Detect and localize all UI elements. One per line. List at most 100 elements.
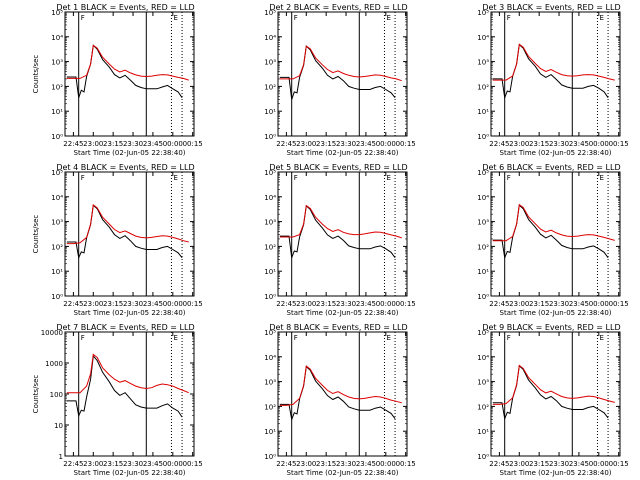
x-axis-label: Start Time (02-Jun-05 22:38:40) — [500, 149, 612, 157]
y-axis-label: Counts/sec — [32, 55, 40, 94]
y-tick-label: 10³ — [51, 219, 63, 227]
plot-frame — [64, 11, 195, 137]
chart-panel-5: Det 5 BLACK = Events, RED = LLD 10⁰ 10¹ 10²… — [264, 163, 415, 317]
x-tick-label: 23:15 — [529, 140, 549, 148]
y-tick-label: 10⁰ — [264, 453, 276, 461]
flag-label: E — [173, 174, 177, 182]
chart-title: Det 7 BLACK = Events, RED = LLD — [56, 323, 194, 332]
events-series-line — [492, 43, 609, 100]
x-tick-label: 00:00 — [163, 460, 183, 468]
y-tick-label: 10¹ — [51, 108, 63, 116]
x-tick-label: 00:15 — [396, 140, 416, 148]
x-axis-label: Start Time (02-Jun-05 22:38:40) — [287, 149, 399, 157]
events-series-line — [492, 364, 609, 421]
x-tick-label: 23:45 — [356, 140, 376, 148]
x-tick-label: 23:30 — [336, 300, 356, 308]
chart-panel-6: Det 6 BLACK = Events, RED = LLD 10⁰ 10¹ 10²… — [477, 163, 628, 317]
lld-series-line — [66, 353, 189, 394]
y-tick-label: 10⁵ — [264, 169, 276, 177]
x-tick-label: 22:45 — [276, 140, 296, 148]
x-tick-label: 22:45 — [489, 460, 509, 468]
flag-label: F — [294, 14, 298, 22]
plot-frame — [64, 171, 195, 297]
flag-label: F — [294, 174, 298, 182]
plot-frame — [490, 331, 621, 457]
x-axis-label: Start Time (02-Jun-05 22:38:40) — [74, 469, 186, 477]
x-tick-label: 00:15 — [609, 460, 629, 468]
x-tick-label: 23:45 — [356, 460, 376, 468]
y-tick-label: 10⁰ — [51, 293, 63, 301]
y-tick-label: 10⁴ — [477, 194, 489, 202]
plot-frame — [490, 11, 621, 137]
x-tick-label: 23:30 — [123, 300, 143, 308]
x-axis-label: Start Time (02-Jun-05 22:38:40) — [287, 309, 399, 317]
x-tick-label: 23:30 — [549, 140, 569, 148]
x-axis-label: Start Time (02-Jun-05 22:38:40) — [74, 149, 186, 157]
lld-series-line — [492, 364, 615, 405]
x-tick-label: 00:00 — [163, 140, 183, 148]
y-tick-label: 10² — [51, 243, 63, 251]
flag-label: F — [507, 14, 511, 22]
x-tick-label: 23:30 — [549, 460, 569, 468]
flag-label: E — [386, 334, 390, 342]
y-tick-label: 10¹ — [477, 428, 489, 436]
flag-label: E — [173, 334, 177, 342]
y-tick-label: 10² — [477, 243, 489, 251]
x-tick-label: 00:15 — [396, 300, 416, 308]
x-tick-label: 23:30 — [336, 460, 356, 468]
x-tick-label: 23:00 — [83, 460, 103, 468]
x-tick-label: 22:45 — [63, 460, 83, 468]
x-tick-label: 23:30 — [123, 460, 143, 468]
y-tick-label: 10⁰ — [477, 453, 489, 461]
flag-label: F — [294, 334, 298, 342]
x-tick-label: 00:15 — [396, 460, 416, 468]
flag-label: E — [386, 174, 390, 182]
plot-frame — [64, 331, 195, 457]
flag-label: E — [173, 14, 177, 22]
y-tick-label: 10³ — [477, 379, 489, 387]
chart-title: Det 8 BLACK = Events, RED = LLD — [269, 323, 407, 332]
x-tick-label: 23:30 — [336, 140, 356, 148]
x-tick-label: 22:45 — [489, 300, 509, 308]
events-series-line — [279, 45, 396, 100]
x-axis-label: Start Time (02-Jun-05 22:38:40) — [74, 309, 186, 317]
x-tick-label: 00:00 — [376, 460, 396, 468]
y-tick-label: 10⁴ — [477, 354, 489, 362]
x-tick-label: 00:15 — [183, 140, 203, 148]
x-axis-label: Start Time (02-Jun-05 22:38:40) — [287, 469, 399, 477]
x-tick-label: 23:45 — [569, 460, 589, 468]
y-tick-label: 10⁰ — [477, 133, 489, 141]
y-tick-label: 10³ — [477, 59, 489, 67]
chart-title: Det 3 BLACK = Events, RED = LLD — [482, 3, 620, 12]
chart-panel-2: Det 2 BLACK = Events, RED = LLD 10⁰ 10¹ 10²… — [264, 3, 415, 157]
x-tick-label: 23:00 — [296, 140, 316, 148]
events-series-line — [279, 365, 396, 422]
x-tick-label: 22:45 — [276, 460, 296, 468]
y-tick-label: 10⁰ — [264, 293, 276, 301]
x-tick-label: 23:45 — [356, 300, 376, 308]
x-tick-label: 22:45 — [63, 300, 83, 308]
x-tick-label: 23:45 — [569, 300, 589, 308]
plot-frame — [277, 11, 408, 137]
chart-title: Det 4 BLACK = Events, RED = LLD — [56, 163, 194, 172]
events-series-line — [66, 204, 183, 260]
x-tick-label: 23:45 — [143, 140, 163, 148]
flag-label: F — [81, 334, 85, 342]
x-tick-label: 00:15 — [609, 300, 629, 308]
y-axis-label: Counts/sec — [32, 215, 40, 254]
y-tick-label: 10² — [264, 243, 276, 251]
x-tick-label: 23:00 — [83, 300, 103, 308]
y-tick-label: 10⁴ — [51, 194, 63, 202]
flag-label: F — [81, 14, 85, 22]
y-tick-label: 10⁰ — [264, 133, 276, 141]
lld-series-line — [492, 203, 615, 242]
y-tick-label: 10⁰ — [51, 133, 63, 141]
events-series-line — [279, 204, 396, 258]
lld-series-line — [279, 204, 402, 239]
y-tick-label: 10² — [264, 83, 276, 91]
y-tick-label: 10⁵ — [264, 9, 276, 17]
x-tick-label: 22:45 — [489, 140, 509, 148]
y-tick-label: 10² — [264, 403, 276, 411]
x-tick-label: 00:15 — [183, 460, 203, 468]
